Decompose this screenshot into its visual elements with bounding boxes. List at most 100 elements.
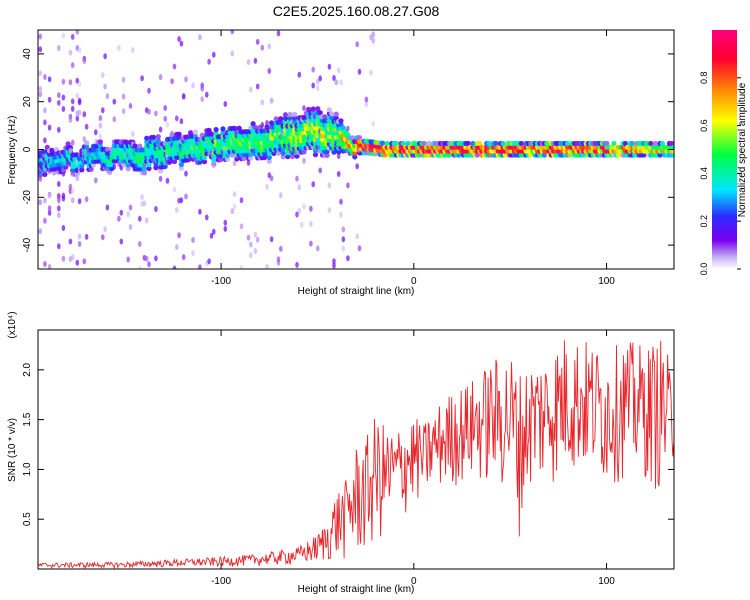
heat-cell bbox=[117, 215, 121, 222]
heat-cell bbox=[528, 152, 534, 158]
heat-cell bbox=[42, 171, 48, 177]
heat-cell bbox=[172, 186, 177, 193]
heat-cell bbox=[338, 118, 344, 124]
heat-cell bbox=[249, 252, 253, 259]
heat-cell bbox=[205, 214, 209, 221]
heat-cell bbox=[82, 111, 87, 118]
heat-cell bbox=[57, 197, 61, 204]
heat-cell bbox=[364, 101, 369, 108]
heat-cell bbox=[151, 134, 157, 140]
heat-cell bbox=[170, 78, 174, 85]
heat-cell bbox=[241, 156, 247, 162]
heat-cell bbox=[84, 123, 89, 130]
heat-cell bbox=[629, 140, 636, 147]
heat-cell bbox=[177, 232, 181, 239]
heat-cell bbox=[142, 162, 147, 169]
heat-cell bbox=[123, 139, 129, 145]
heat-cell bbox=[230, 30, 235, 35]
heat-cell bbox=[43, 74, 47, 80]
heat-cell bbox=[68, 147, 73, 154]
heat-cell bbox=[447, 152, 453, 158]
heat-cell bbox=[77, 109, 82, 116]
colorbar: 0.0 0.2 0.4 0.6 0.8 Normalized spectral ampl… bbox=[699, 30, 748, 275]
heat-cell bbox=[346, 255, 350, 262]
heat-cell bbox=[267, 68, 272, 74]
heat-cell bbox=[82, 258, 87, 265]
heat-cell bbox=[253, 248, 258, 254]
heat-cell bbox=[185, 157, 191, 163]
x-tick-label: -100 bbox=[211, 576, 231, 587]
heat-cell bbox=[154, 206, 158, 212]
heat-cell bbox=[77, 81, 82, 87]
heat-cell bbox=[225, 152, 231, 158]
heat-cell bbox=[279, 245, 283, 252]
x-tick-label: 0 bbox=[411, 576, 417, 587]
heat-cell bbox=[137, 143, 143, 149]
heat-cell bbox=[61, 106, 66, 112]
heat-cell bbox=[275, 150, 282, 156]
heat-cell bbox=[311, 181, 316, 188]
heat-cell bbox=[412, 140, 418, 147]
heat-cell bbox=[371, 120, 376, 127]
heat-cell bbox=[266, 158, 272, 164]
heat-cell bbox=[230, 50, 235, 57]
heat-cell bbox=[112, 98, 117, 105]
heat-cell bbox=[184, 170, 188, 177]
heat-cell bbox=[207, 58, 211, 65]
heat-cell bbox=[223, 219, 228, 226]
heat-cell bbox=[292, 111, 298, 117]
heat-cell bbox=[260, 122, 265, 128]
heat-cell bbox=[158, 175, 163, 182]
heat-cell bbox=[266, 151, 272, 157]
heat-cell bbox=[84, 233, 89, 240]
heat-cell bbox=[369, 69, 373, 76]
heat-cell bbox=[132, 143, 138, 149]
heat-cell bbox=[131, 131, 135, 137]
heat-cell bbox=[176, 131, 182, 137]
heat-cell bbox=[61, 255, 66, 262]
heat-cell bbox=[98, 122, 103, 129]
heat-cell bbox=[246, 234, 251, 241]
heat-cell bbox=[163, 115, 167, 122]
heat-cell bbox=[332, 75, 336, 81]
heat-cell bbox=[61, 192, 66, 199]
heat-cell bbox=[70, 254, 75, 261]
heat-cell bbox=[207, 258, 211, 265]
snr-axes: -100 0 100 0.5 1.0 1.5 2.0 bbox=[22, 330, 674, 587]
heat-cell bbox=[309, 240, 313, 247]
y-tick-label: 20 bbox=[22, 96, 33, 108]
y-tick-label: 40 bbox=[22, 48, 33, 60]
heat-cell bbox=[77, 198, 82, 205]
heat-cell bbox=[271, 150, 277, 156]
heat-cell bbox=[470, 140, 476, 147]
heat-cell bbox=[181, 93, 186, 100]
heat-cell bbox=[282, 112, 289, 118]
heat-cell bbox=[292, 119, 298, 125]
heat-cell bbox=[294, 153, 300, 159]
heat-cell bbox=[652, 140, 659, 147]
heat-cell bbox=[68, 79, 73, 86]
heat-cell bbox=[355, 233, 360, 240]
heat-cell bbox=[162, 163, 168, 170]
heat-cell bbox=[47, 205, 52, 212]
heat-cell bbox=[223, 225, 228, 232]
heat-cell bbox=[142, 200, 147, 207]
heat-cell bbox=[38, 70, 43, 77]
heat-cell bbox=[200, 96, 204, 103]
heat-cell bbox=[657, 152, 663, 158]
heat-cell bbox=[198, 34, 202, 41]
heat-cell bbox=[302, 157, 306, 164]
heat-cell bbox=[172, 265, 177, 269]
heat-cell bbox=[104, 146, 110, 152]
heat-cell bbox=[75, 92, 80, 99]
heat-cell bbox=[94, 129, 98, 136]
heat-cell bbox=[155, 134, 161, 140]
heat-cell bbox=[352, 150, 358, 156]
heat-cell bbox=[339, 79, 343, 86]
heat-cell bbox=[541, 152, 548, 158]
heat-cell bbox=[269, 236, 274, 243]
heat-cell bbox=[346, 125, 350, 132]
y-tick-label: 1.5 bbox=[22, 412, 33, 426]
heat-cell bbox=[278, 119, 284, 126]
heat-cell bbox=[253, 57, 258, 64]
